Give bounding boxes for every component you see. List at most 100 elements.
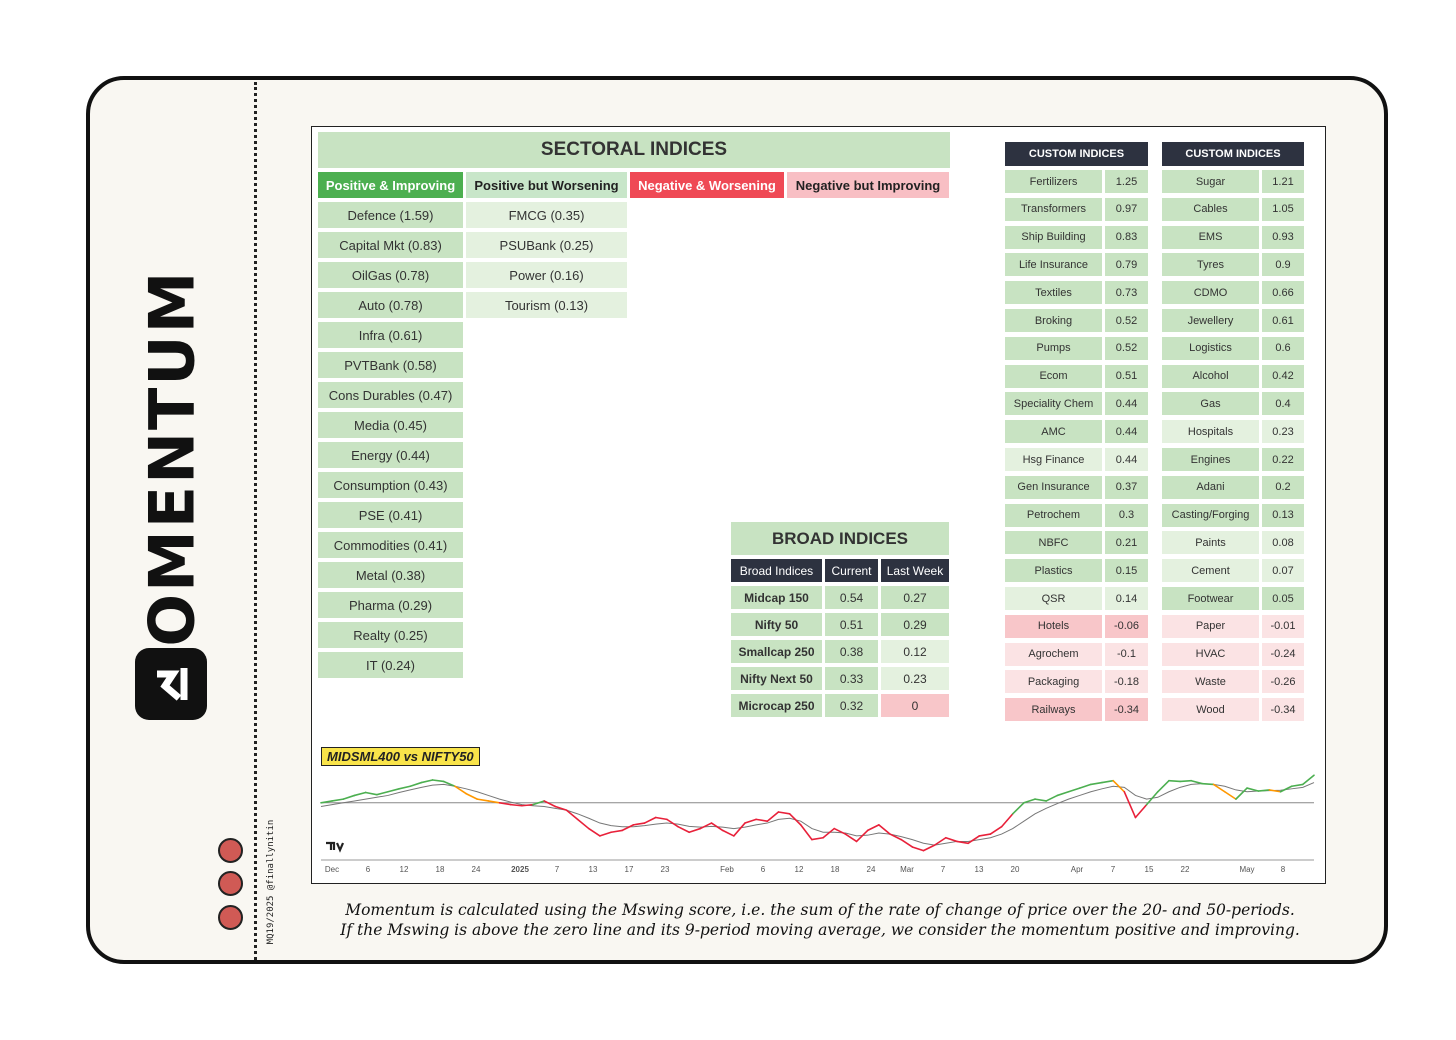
momentum-segment (956, 840, 969, 845)
custom-row-name: Jewellery (1162, 309, 1259, 332)
momentum-segment (666, 818, 679, 828)
chart-title: MIDSML400 vs NIFTY50 (321, 747, 480, 766)
broad-row-current: 0.51 (825, 613, 878, 636)
custom-row-name: Hospitals (1162, 420, 1259, 444)
x-tick-label: Apr (1071, 865, 1084, 874)
custom-row-value: 0.61 (1262, 309, 1304, 332)
indicator-dot (218, 905, 243, 930)
momentum-segment (1168, 779, 1181, 783)
momentum-segment (521, 803, 534, 807)
x-tick-label: 6 (366, 865, 371, 874)
momentum-segment (1290, 783, 1304, 788)
sector-positive-improving-item: Cons Durables (0.47) (318, 382, 463, 408)
x-tick-label: 18 (436, 865, 445, 874)
custom-row-name: Cement (1162, 559, 1259, 583)
momentum-segment (911, 846, 925, 852)
momentum-segment (1101, 779, 1114, 784)
custom-row-value: 0.52 (1105, 309, 1148, 332)
custom-row-value: 0.22 (1262, 448, 1304, 471)
momentum-segment (465, 792, 479, 800)
custom-row-name: Life Insurance (1005, 253, 1102, 277)
x-tick-label: 6 (761, 865, 766, 874)
custom-row-value: 0.23 (1262, 420, 1304, 444)
custom-row-value: 0.07 (1262, 559, 1304, 583)
note-line-2: If the Mswing is above the zero line and… (340, 921, 1300, 939)
x-tick-label: 24 (472, 865, 481, 874)
custom-row-value: 0.66 (1262, 281, 1304, 305)
custom-row-name: EMS (1162, 225, 1259, 249)
custom-row-value: 0.44 (1105, 448, 1148, 471)
momentum-segment (1000, 813, 1014, 828)
custom-row-value: 0.97 (1105, 197, 1148, 221)
momentum-segment (1302, 774, 1315, 786)
custom-row-name: Sugar (1162, 170, 1259, 193)
custom-row-name: Pumps (1005, 336, 1102, 360)
x-tick-label: 18 (831, 865, 840, 874)
momentum-segment (989, 825, 1003, 835)
sector-positive-improving-item: IT (0.24) (318, 652, 463, 678)
broad-row-name: Midcap 150 (731, 586, 822, 609)
sector-positive-improving-item: OilGas (0.78) (318, 262, 463, 288)
x-tick-label: 7 (1111, 865, 1116, 874)
momentum-segment (420, 779, 434, 784)
momentum-segment (766, 811, 780, 823)
custom-row-name: Agrochem (1005, 642, 1102, 666)
sector-positive-worsening-item: Power (0.16) (466, 262, 627, 288)
broad-row-name: Nifty 50 (731, 613, 822, 636)
momentum-segment (587, 827, 601, 837)
sector-positive-worsening-item: Tourism (0.13) (466, 292, 627, 318)
custom-row-name: Plastics (1005, 559, 1102, 583)
x-tick-label: 20 (1011, 865, 1020, 874)
momentum-segment (855, 829, 869, 843)
x-tick-label: 13 (589, 865, 598, 874)
broad-row-current: 0.33 (825, 667, 878, 690)
custom-row-name: Fertilizers (1005, 170, 1102, 193)
momentum-segment (755, 818, 769, 823)
custom-row-name: Textiles (1005, 281, 1102, 305)
sector-positive-worsening-item: FMCG (0.35) (466, 202, 627, 228)
momentum-segment (1112, 779, 1126, 793)
custom-row-name: Paper (1162, 614, 1259, 638)
momentum-segment (1011, 801, 1025, 815)
custom-row-value: 0.44 (1105, 392, 1148, 416)
custom-row-value: 0.15 (1105, 559, 1148, 583)
sector-positive-improving-item: Realty (0.25) (318, 622, 463, 648)
x-tick-label: 13 (975, 865, 984, 874)
custom-row-value: -0.24 (1262, 642, 1304, 666)
custom-row-value: 0.08 (1262, 531, 1304, 555)
custom-row-name: Wood (1162, 698, 1259, 722)
momentum-segment (1145, 790, 1159, 806)
momentum-segment (710, 822, 724, 832)
x-tick-label: 15 (1145, 865, 1154, 874)
custom-row-name: Petrochem (1005, 503, 1102, 527)
momentum-segment (509, 803, 523, 807)
momentum-segment (967, 835, 981, 845)
sector-positive-improving-item: Pharma (0.29) (318, 592, 463, 618)
custom-row-name: Transformers (1005, 197, 1102, 221)
broad-row-last-week: 0.29 (881, 613, 949, 636)
broad-row-current: 0.32 (825, 694, 878, 717)
momentum-segment (1201, 782, 1215, 786)
momentum-segment (799, 824, 813, 841)
momentum-segment (933, 836, 947, 846)
momentum-segment (1190, 779, 1204, 785)
custom-row-name: Adani (1162, 475, 1259, 499)
momentum-segment (788, 813, 802, 826)
sector-positive-improving-item: Commodities (0.41) (318, 532, 463, 558)
sector-positive-improving-item: Media (0.45) (318, 412, 463, 438)
custom-row-value: -0.26 (1262, 670, 1304, 694)
momentum-segment (1268, 789, 1282, 793)
sector-positive-improving-item: PSE (0.41) (318, 502, 463, 528)
custom-row-name: AMC (1005, 420, 1102, 444)
header-negative-improving: Negative but Improving (787, 172, 949, 198)
custom-row-value: 1.25 (1105, 170, 1148, 193)
broad-header-cell: Broad Indices (731, 559, 822, 582)
custom-row-name: Broking (1005, 309, 1102, 332)
x-tick-label: May (1239, 865, 1254, 874)
broad-row-name: Nifty Next 50 (731, 667, 822, 690)
broad-row-last-week: 0 (881, 694, 949, 717)
custom-row-value: 0.44 (1105, 420, 1148, 444)
x-tick-label: 17 (625, 865, 634, 874)
custom-row-value: 0.2 (1262, 475, 1304, 499)
momentum-segment (632, 822, 646, 826)
